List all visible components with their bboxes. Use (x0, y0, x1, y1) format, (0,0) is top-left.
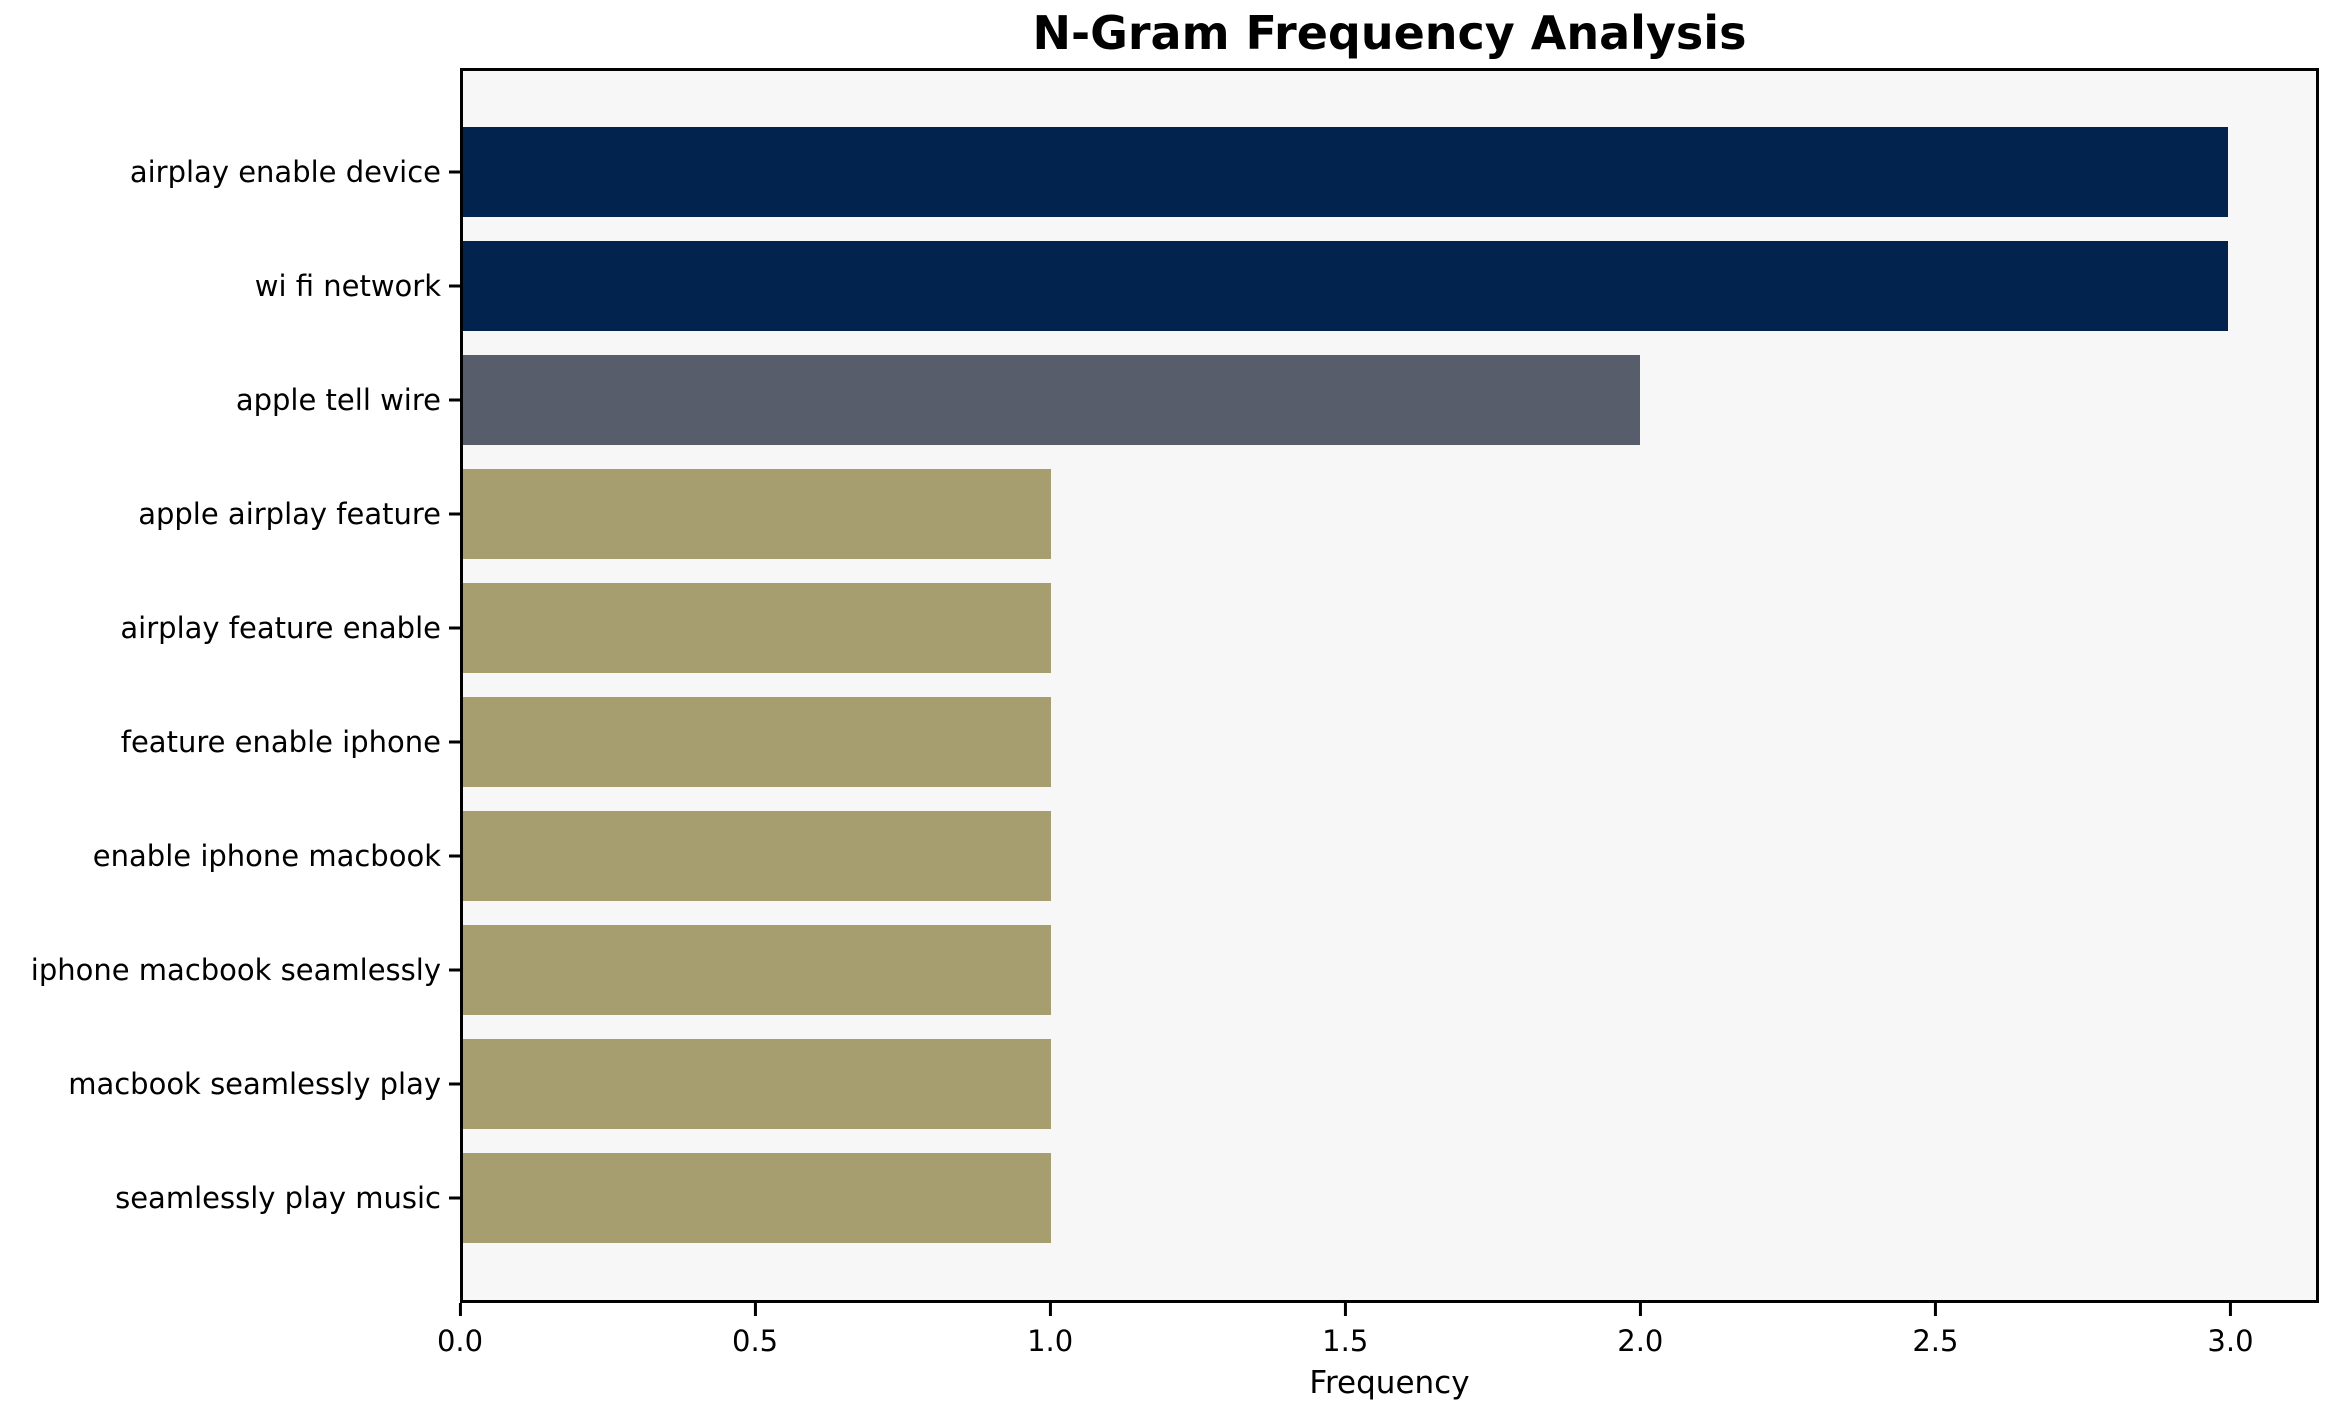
plot-area: airplay enable device wi fi network apple … (31, 68, 2319, 1303)
x-tick: 0.5 (732, 1303, 778, 1358)
x-axis-tick-mark (1638, 1303, 1642, 1316)
y-axis-label: macbook seamlessly play (68, 1067, 441, 1101)
bar (463, 240, 2228, 332)
bar (463, 1038, 1052, 1130)
bar (463, 810, 1052, 902)
bar-row: iphone macbook seamlessly (31, 913, 2316, 1027)
x-axis-tick-mark (2228, 1303, 2232, 1316)
bar (463, 1152, 1052, 1244)
bar (463, 468, 1052, 560)
y-axis-tick-mark (449, 398, 460, 402)
x-tick-label: 1.0 (1027, 1324, 1074, 1358)
bar-row: airplay enable device (130, 115, 2316, 229)
y-axis-tick-mark (449, 740, 460, 744)
x-tick: 0.0 (437, 1303, 483, 1358)
bar-rows: airplay enable device wi fi network apple … (31, 71, 2316, 1300)
bar-row: wi fi network (255, 229, 2316, 343)
bar (463, 582, 1052, 674)
bar (463, 696, 1052, 788)
x-tick: 2.5 (1912, 1303, 1958, 1358)
bar-row: apple airplay feature (138, 457, 2316, 571)
x-tick: 1.0 (1027, 1303, 1073, 1358)
y-axis-tick-mark (449, 170, 460, 174)
y-axis-label: airplay enable device (129, 155, 441, 189)
y-axis-tick-mark (449, 512, 460, 516)
bar (463, 126, 2228, 218)
chart-title: N-Gram Frequency Analysis (1032, 6, 1747, 60)
y-axis-tick-mark (449, 1196, 460, 1200)
x-tick-label: 0.5 (732, 1324, 779, 1358)
bar-row: airplay feature enable (120, 571, 2316, 685)
x-tick-label: 3.0 (2207, 1324, 2254, 1358)
y-axis-label: iphone macbook seamlessly (30, 953, 441, 987)
y-axis-tick-mark (449, 968, 460, 972)
x-tick-label: 2.5 (1912, 1324, 1959, 1358)
y-axis-label: airplay feature enable (120, 611, 441, 645)
x-tick: 1.5 (1322, 1303, 1368, 1358)
bar (463, 354, 1640, 446)
bar-row: macbook seamlessly play (68, 1027, 2316, 1141)
y-axis-label: feature enable iphone (120, 725, 441, 759)
y-axis-label: apple tell wire (235, 383, 441, 417)
y-axis-tick-mark (449, 854, 460, 858)
x-axis: 0.0 0.5 1.0 1.5 2.0 2.5 3.0 (437, 1303, 2319, 1383)
bar-row: enable iphone macbook (93, 799, 2316, 913)
x-tick: 2.0 (1617, 1303, 1663, 1358)
x-tick-label: 2.0 (1617, 1324, 1664, 1358)
y-axis-tick-mark (449, 626, 460, 630)
x-axis-label: Frequency (1309, 1365, 1470, 1401)
bar-row: feature enable iphone (121, 685, 2316, 799)
x-tick-label: 1.5 (1322, 1324, 1369, 1358)
y-axis-label: wi fi network (254, 269, 441, 303)
x-tick: 3.0 (2207, 1303, 2254, 1358)
y-axis-label: enable iphone macbook (92, 839, 441, 873)
bar (463, 924, 1052, 1016)
x-axis-tick-mark (458, 1303, 462, 1316)
x-tick-label: 0.0 (436, 1324, 484, 1358)
x-axis-tick-mark (753, 1303, 757, 1316)
bar-row: apple tell wire (236, 343, 2316, 457)
x-axis-tick-mark (1048, 1303, 1052, 1316)
y-axis-tick-mark (449, 284, 460, 288)
x-axis-tick-mark (1933, 1303, 1937, 1316)
y-axis-tick-mark (449, 1082, 460, 1086)
bar-row: seamlessly play music (115, 1141, 2316, 1255)
x-axis-tick-mark (1343, 1303, 1347, 1316)
y-axis-label: seamlessly play music (115, 1181, 441, 1215)
y-axis-label: apple airplay feature (138, 497, 441, 531)
